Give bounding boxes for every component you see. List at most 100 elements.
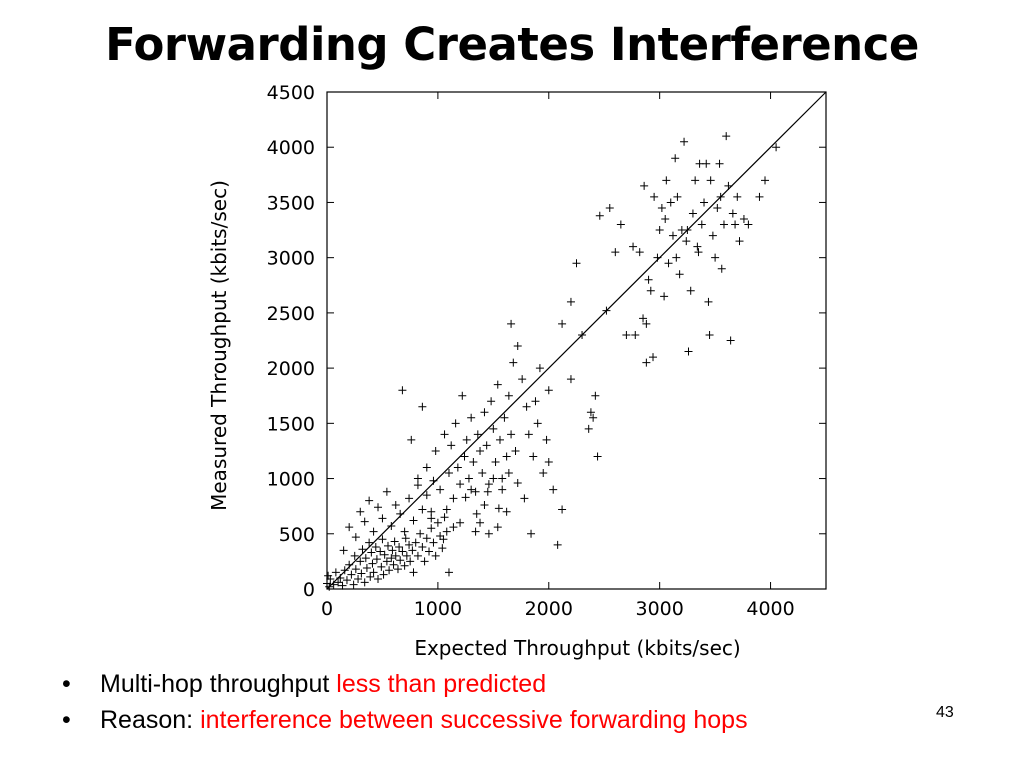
data-point <box>387 522 396 531</box>
data-point <box>733 192 742 201</box>
data-point <box>405 494 414 503</box>
data-point <box>704 297 713 306</box>
data-point <box>369 568 378 577</box>
data-point <box>589 413 598 422</box>
data-point <box>717 264 726 273</box>
data-point <box>377 562 386 571</box>
data-point <box>331 568 340 577</box>
data-point <box>493 380 502 389</box>
data-point <box>350 551 359 560</box>
data-point <box>693 242 702 251</box>
data-point <box>382 487 391 496</box>
data-point <box>371 543 380 552</box>
data-point <box>447 441 456 450</box>
data-point <box>728 209 737 218</box>
data-point <box>724 181 733 190</box>
data-point <box>456 518 465 527</box>
data-point <box>368 559 377 568</box>
data-point <box>513 342 522 351</box>
data-point <box>391 551 400 560</box>
data-point <box>657 203 666 212</box>
data-point <box>631 330 640 339</box>
data-point <box>524 430 533 439</box>
data-point <box>572 259 581 268</box>
data-point <box>558 319 567 328</box>
data-point <box>402 551 411 560</box>
data-point <box>553 540 562 549</box>
data-point <box>611 248 620 257</box>
data-point <box>396 509 405 518</box>
x-tick-label: 1000 <box>414 598 462 620</box>
data-point <box>478 469 487 478</box>
y-tick-label: 3500 <box>267 192 315 214</box>
data-point <box>755 192 764 201</box>
data-point <box>662 176 671 185</box>
data-point <box>467 485 476 494</box>
data-point <box>509 358 518 367</box>
data-point <box>684 347 693 356</box>
data-point <box>395 543 404 552</box>
data-point <box>483 487 492 496</box>
data-point <box>420 557 429 566</box>
data-point <box>458 391 467 400</box>
data-point <box>462 435 471 444</box>
data-point <box>436 531 445 540</box>
data-point <box>389 560 398 569</box>
bullet-list: Multi-hop throughput less than predicted… <box>62 666 748 738</box>
data-point <box>366 572 375 581</box>
slide-title: Forwarding Creates Interference <box>105 18 919 71</box>
data-point <box>367 548 376 557</box>
data-point <box>529 452 538 461</box>
data-point <box>593 452 602 461</box>
data-point <box>484 529 493 538</box>
data-point <box>390 537 399 546</box>
data-point <box>489 424 498 433</box>
data-point <box>680 137 689 146</box>
data-point <box>439 535 448 544</box>
data-point <box>451 419 460 428</box>
data-point <box>453 463 462 472</box>
data-point <box>339 546 348 555</box>
data-point <box>340 566 349 575</box>
data-point <box>354 575 363 584</box>
data-point <box>416 529 425 538</box>
y-axis-label: Measured Throughput (kbits/sec) <box>207 180 231 511</box>
data-point <box>393 565 402 574</box>
data-point <box>422 491 431 500</box>
data-point <box>650 192 659 201</box>
data-point <box>336 573 345 582</box>
scatter-chart: 0 1000 2000 3000 4000 0 500 1000 1500 2000 2500 300… <box>207 82 827 660</box>
data-point <box>431 551 440 560</box>
data-point <box>357 569 366 578</box>
data-point <box>629 242 638 251</box>
data-point <box>527 529 536 538</box>
data-point <box>431 446 440 455</box>
data-point <box>558 505 567 514</box>
data-point <box>708 231 717 240</box>
data-point <box>640 181 649 190</box>
data-point <box>533 419 542 428</box>
bullet-text: Multi-hop throughput <box>100 670 337 698</box>
data-point <box>382 557 391 566</box>
data-point <box>715 159 724 168</box>
y-tick-label: 2500 <box>267 303 315 325</box>
data-point <box>772 143 781 152</box>
data-point <box>484 480 493 489</box>
data-point <box>507 319 516 328</box>
data-point <box>544 457 553 466</box>
data-point <box>649 353 658 362</box>
data-point <box>409 568 418 577</box>
data-point <box>502 452 511 461</box>
x-axis-label: Expected Throughput (kbits/sec) <box>414 636 740 660</box>
data-point <box>396 556 405 565</box>
data-point <box>672 253 681 262</box>
data-point <box>668 231 677 240</box>
data-point <box>360 517 369 526</box>
data-point <box>476 446 485 455</box>
data-point <box>372 555 381 564</box>
data-point <box>498 485 507 494</box>
data-point <box>473 430 482 439</box>
data-point <box>345 523 354 532</box>
data-point <box>702 159 711 168</box>
data-point <box>378 535 387 544</box>
